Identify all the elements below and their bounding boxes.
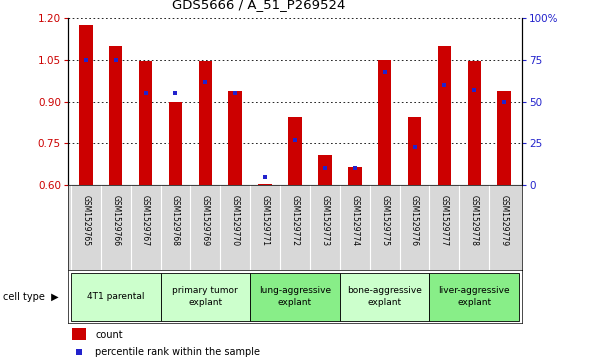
Bar — [228, 90, 242, 185]
Bar — [250, 273, 340, 321]
Bar — [71, 273, 160, 321]
Bar — [109, 46, 122, 185]
Bar — [348, 167, 362, 185]
Bar — [199, 61, 212, 185]
Bar — [430, 273, 519, 321]
Bar — [468, 61, 481, 185]
Bar — [79, 25, 93, 185]
Text: GSM1529765: GSM1529765 — [81, 195, 90, 246]
Text: GSM1529779: GSM1529779 — [500, 195, 509, 246]
Text: bone-aggressive
explant: bone-aggressive explant — [348, 286, 422, 307]
Text: GSM1529770: GSM1529770 — [231, 195, 240, 246]
Text: GSM1529769: GSM1529769 — [201, 195, 210, 246]
Text: GSM1529771: GSM1529771 — [261, 195, 270, 246]
Text: GSM1529775: GSM1529775 — [380, 195, 389, 246]
Bar — [378, 60, 391, 185]
Bar — [139, 61, 152, 185]
Bar — [73, 328, 86, 340]
Text: GSM1529777: GSM1529777 — [440, 195, 449, 246]
Bar — [289, 117, 301, 185]
Bar — [340, 273, 430, 321]
Bar — [160, 273, 250, 321]
Text: liver-aggressive
explant: liver-aggressive explant — [438, 286, 510, 307]
Text: cell type  ▶: cell type ▶ — [3, 292, 58, 302]
Text: GSM1529768: GSM1529768 — [171, 195, 180, 246]
Bar — [438, 46, 451, 185]
Text: primary tumor
explant: primary tumor explant — [172, 286, 238, 307]
Text: count: count — [95, 330, 123, 339]
Text: 4T1 parental: 4T1 parental — [87, 292, 145, 301]
Text: GSM1529774: GSM1529774 — [350, 195, 359, 246]
Bar — [258, 184, 272, 185]
Bar — [318, 155, 332, 185]
Text: GDS5666 / A_51_P269524: GDS5666 / A_51_P269524 — [172, 0, 345, 11]
Text: GSM1529776: GSM1529776 — [410, 195, 419, 246]
Text: GSM1529773: GSM1529773 — [320, 195, 329, 246]
Text: percentile rank within the sample: percentile rank within the sample — [95, 347, 260, 357]
Text: lung-aggressive
explant: lung-aggressive explant — [259, 286, 331, 307]
Bar — [408, 117, 421, 185]
Text: GSM1529767: GSM1529767 — [141, 195, 150, 246]
Text: GSM1529778: GSM1529778 — [470, 195, 479, 246]
Bar — [169, 102, 182, 185]
Text: GSM1529772: GSM1529772 — [290, 195, 300, 246]
Text: GSM1529766: GSM1529766 — [111, 195, 120, 246]
Bar — [497, 90, 511, 185]
